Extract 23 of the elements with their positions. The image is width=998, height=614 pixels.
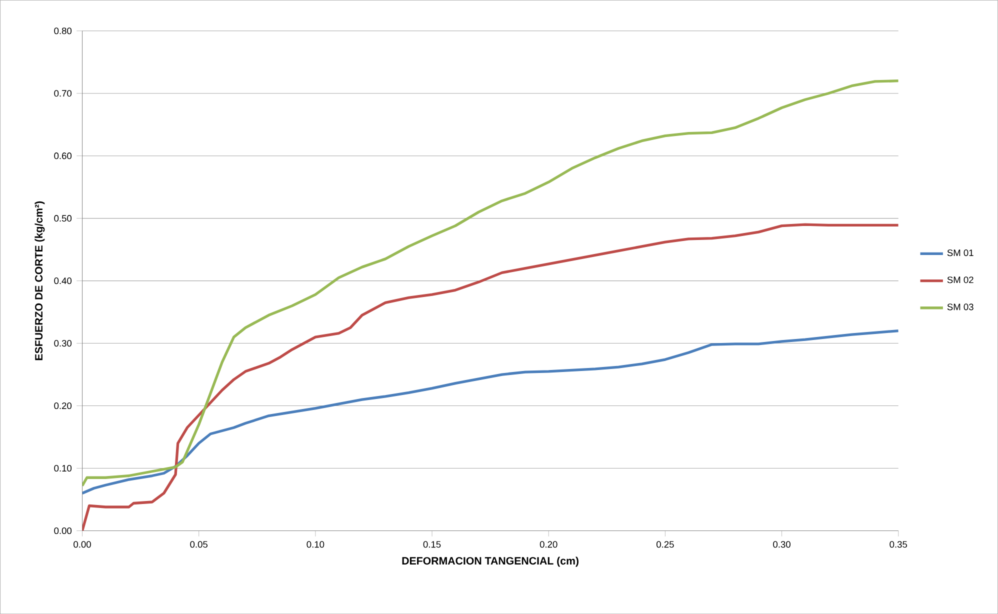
x-tick-label: 0.35	[890, 541, 908, 548]
y-tick-label: 0.20	[54, 402, 72, 409]
y-tick-label: 0.00	[54, 527, 72, 534]
x-tick-label: 0.00	[74, 541, 91, 548]
y-tick-label: 0.80	[54, 28, 72, 34]
legend-label: SM 01	[947, 249, 974, 256]
x-tick-label: 0.05	[190, 541, 208, 548]
legend-label: SM 03	[947, 304, 974, 310]
y-tick-label: 0.50	[54, 214, 72, 222]
y-tick-label: 0.10	[54, 464, 72, 472]
x-tick-label: 0.20	[540, 541, 558, 548]
y-tick-label: 0.40	[54, 277, 72, 284]
y-tick-label: 0.30	[54, 340, 72, 347]
y-tick-label: 0.70	[54, 90, 72, 97]
legend-label: SM 02	[947, 276, 974, 284]
x-tick-label: 0.15	[423, 541, 441, 548]
y-tick-label: 0.60	[54, 152, 72, 160]
y-axis-title: ESFUERZO DE CORTE (kg/cm²)	[34, 201, 45, 360]
x-tick-label: 0.30	[773, 541, 790, 548]
x-tick-label: 0.10	[306, 541, 324, 548]
x-tick-label: 0.25	[656, 541, 674, 548]
line-series	[82, 79, 898, 488]
x-axis-title: DEFORMACION TANGENCIAL (cm)	[402, 556, 578, 567]
